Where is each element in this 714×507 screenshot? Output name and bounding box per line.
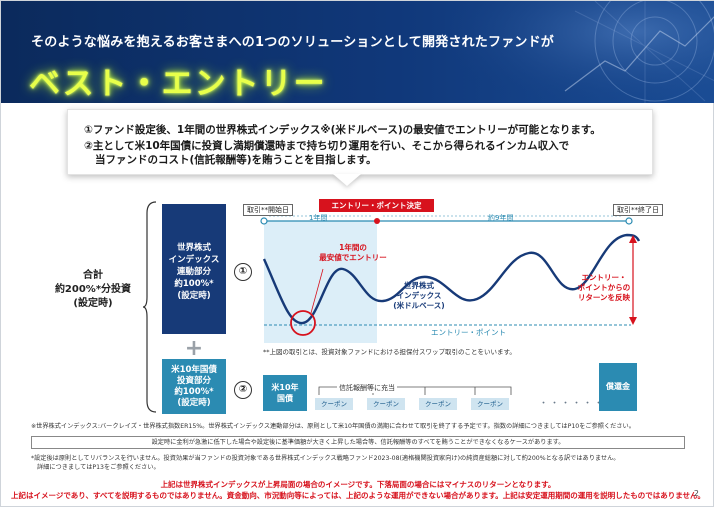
entry-point-label: エントリー・ポイント [431, 328, 506, 337]
equity-line-5: (設定時) [177, 291, 211, 301]
equity-allocation-box: 世界株式 インデックス 連動部分 約100%* (設定時) [162, 204, 226, 334]
coupon-continuation: ・・・・・・ [539, 399, 606, 409]
marker-1: ① [234, 263, 252, 281]
coupon-1: クーポン [315, 398, 353, 410]
marker-2: ② [234, 381, 252, 399]
brand-title: ベスト・エントリー [29, 66, 327, 102]
redemption-box: 償還金 [599, 363, 637, 411]
boxed-warning: 設定時に金利が急激に低下した場合や設定後に基準価額が大きく上昇した場合等、信託報… [31, 436, 685, 449]
footnote-details: 詳細につきましてはP13をご参照ください。 [37, 464, 160, 471]
swap-note: **上図の取引とは、投資対象ファンドにおける担保付スワップ取引のことをいいます。 [263, 348, 516, 356]
start-date-tag: 取引**開始日 [243, 204, 293, 216]
callout-point-2-cont: 当ファンドのコスト(信託報酬等)を賄うことを目指します。 [95, 154, 377, 166]
footnote-rebalance: *設定後は原則としてリバランスを行いません。投資効果が当ファンドの投資対象である… [31, 455, 620, 462]
index-label-line-1: 世界株式 [404, 281, 434, 290]
equity-line-4: 約100%* [174, 279, 214, 289]
timeline-end-dot [625, 217, 633, 225]
feature-callout: ①ファンド設定後、1年間の世界株式インデックス※(米ドルベース)の最安値でエント… [67, 109, 653, 175]
plus-sign: + [184, 336, 204, 361]
timeline-start-dot [260, 217, 268, 225]
bond-start-line-1: 米10年 [271, 383, 299, 392]
index-curve [262, 233, 641, 325]
low-note-leader [310, 268, 324, 314]
bond-line-1: 米10年国債 [171, 365, 217, 375]
callout-point-2: ②主として米10年国債に投資し満期償還時まで持ち切り運用を行い、そこから得られる… [84, 140, 570, 152]
equity-line-2: インデックス [168, 255, 220, 265]
disclaimer-line-2: 上記はイメージであり、すべてを説明するものではありません。資金動向、市況動向等に… [10, 491, 706, 500]
entry-point-decision-tag: エントリー・ポイント決定 [319, 199, 434, 212]
coupon-2: クーポン [367, 398, 405, 410]
low-note-line-1: 1年間の [339, 243, 367, 252]
return-note-line-1: エントリー・ [581, 273, 627, 282]
return-note-line-2: ポイントからの [577, 283, 631, 292]
equity-line-3: 連動部分 [176, 267, 211, 277]
bond-line-3: 約100%* [174, 387, 214, 397]
bond-line-4: (設定時) [177, 398, 211, 408]
callout-point-1: ①ファンド設定後、1年間の世界株式インデックス※(米ドルベース)の最安値でエント… [84, 124, 601, 136]
return-note: エントリー・ ポイントからの リターンを反映 [571, 273, 637, 303]
left-brace [143, 201, 157, 413]
fee-allocation-label: 信託報酬等に充当 [337, 383, 397, 393]
lowest-point-marker [290, 310, 316, 336]
timeline-mid-dot [374, 218, 380, 224]
index-label: 世界株式 インデックス (米ドルベース) [381, 281, 457, 311]
investment-summary: 合計 約200%*分投資 (設定時) [43, 269, 143, 311]
banner-decorative-art [445, 1, 714, 103]
index-label-line-2: インデックス [396, 291, 442, 300]
bond-allocation-box: 米10年国債 投資部分 約100%* (設定時) [162, 359, 226, 414]
equity-line-1: 世界株式 [176, 243, 211, 253]
coupon-3: クーポン [419, 398, 457, 410]
banner: そのような悩みを抱えるお客さまへの1つのソリューションとして開発されたファンドが… [1, 1, 714, 103]
page-number: 2 [693, 489, 699, 498]
disclaimer-line-1: 上記は世界株式インデックスが上昇局面の場合のイメージです。下落局面の場合にはマイ… [160, 480, 556, 489]
index-label-line-3: (米ドルベース) [393, 301, 445, 310]
bond-start-line-2: 国債 [277, 394, 293, 403]
period-9y-label: 約9年間 [488, 214, 514, 222]
low-note-line-2: 最安値でエントリー [319, 253, 387, 262]
summary-at-setup: (設定時) [73, 298, 113, 309]
period-1y-label: 1年間 [309, 214, 328, 222]
summary-total: 合計 [83, 270, 103, 281]
callout-pointer [333, 174, 361, 186]
footnote-index: ※世界株式インデックス:バークレイズ・世界株式指数ER15%。世界株式インデック… [31, 423, 635, 430]
coupon-4: クーポン [471, 398, 509, 410]
end-date-tag: 取引**終了日 [613, 204, 663, 216]
lowest-entry-note: 1年間の 最安値でエントリー [313, 243, 393, 263]
summary-ratio: 約200%*分投資 [54, 284, 132, 295]
return-note-line-3: リターンを反映 [577, 293, 631, 302]
index-path-diagram [260, 215, 641, 343]
banner-headline: そのような悩みを抱えるお客さまへの1つのソリューションとして開発されたファンドが [31, 35, 555, 50]
bond-line-2: 投資部分 [176, 376, 211, 386]
bond-start-box: 米10年 国債 [263, 375, 307, 411]
